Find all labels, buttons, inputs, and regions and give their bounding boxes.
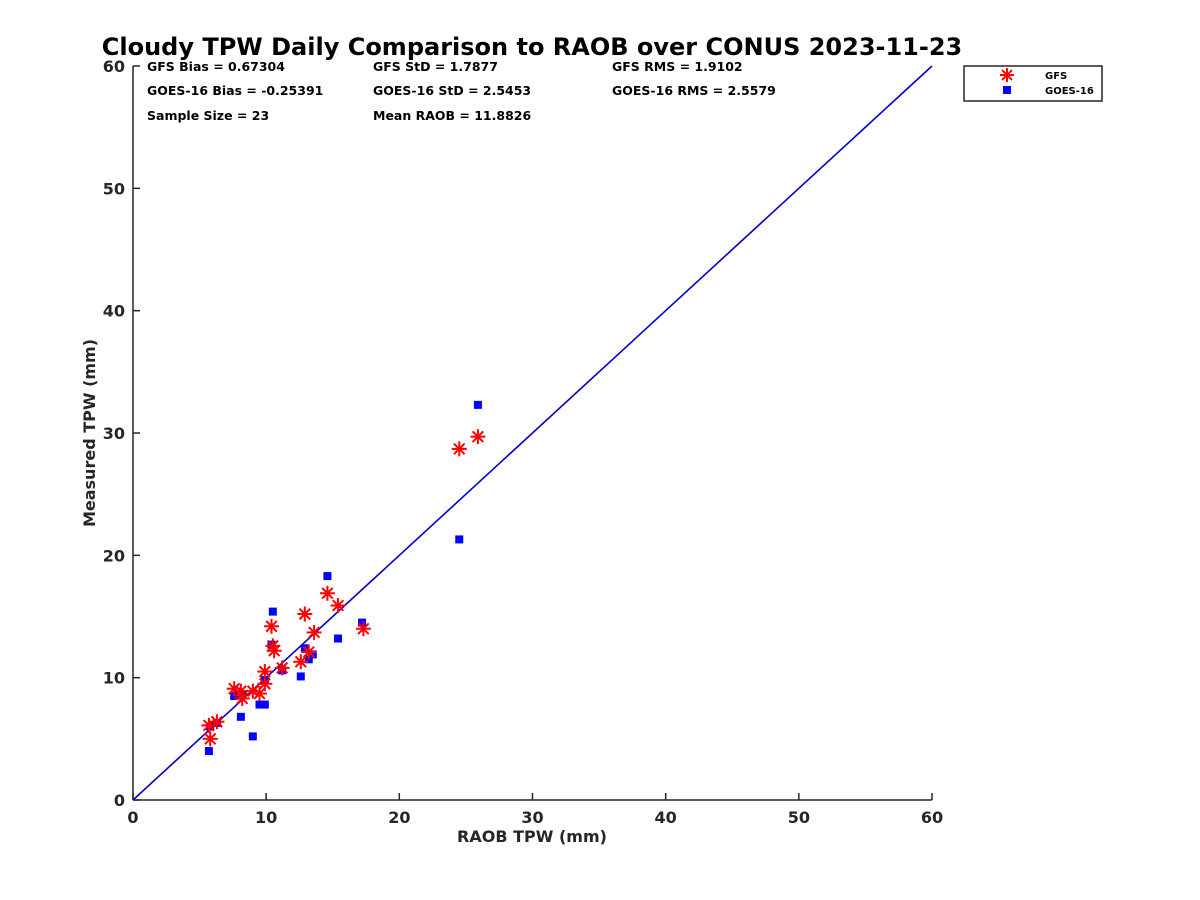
gfs-point <box>451 441 467 457</box>
goes-16-point <box>248 732 257 741</box>
y-tick-label: 60 <box>103 57 125 76</box>
goes-16-point <box>473 400 482 409</box>
y-axis-ticks: 0 10 20 30 40 50 60 <box>103 57 140 810</box>
x-tick-label: 30 <box>521 808 543 827</box>
y-tick-label: 50 <box>103 179 125 198</box>
goes-16-point <box>358 618 367 627</box>
gfs-point <box>470 429 486 445</box>
legend: GFS GOES-16 <box>963 65 1103 102</box>
goes-16-point <box>296 672 305 681</box>
gfs-point <box>306 624 322 640</box>
gfs-point <box>263 618 279 634</box>
legend-gfs-label: GFS <box>1045 71 1067 82</box>
goes-16-point <box>455 535 464 544</box>
gfs-point <box>234 690 250 706</box>
y-tick-label: 40 <box>103 302 125 321</box>
gfs-point <box>293 654 309 670</box>
legend-goes-label: GOES-16 <box>1045 86 1094 97</box>
stat-gfs-std: GFS StD = 1.7877 <box>373 59 498 74</box>
gfs-point <box>301 644 317 660</box>
goes-16-point <box>204 747 213 756</box>
x-axis-label: RAOB TPW (mm) <box>457 827 607 846</box>
gfs-point <box>266 643 282 659</box>
plot-series <box>201 400 486 756</box>
gfs-point <box>257 664 273 680</box>
gfs-point <box>330 597 346 613</box>
chart-title: Cloudy TPW Daily Comparison to RAOB over… <box>102 33 962 61</box>
y-tick-label: 0 <box>114 791 125 810</box>
legend-gfs-asterisk <box>1000 68 1014 82</box>
x-tick-label: 10 <box>255 808 277 827</box>
stat-mean-raob: Mean RAOB = 11.8826 <box>373 108 531 123</box>
x-tick-label: 0 <box>127 808 138 827</box>
stat-goes-std: GOES-16 StD = 2.5453 <box>373 83 531 98</box>
stat-gfs-bias: GFS Bias = 0.67304 <box>147 59 285 74</box>
x-tick-label: 60 <box>921 808 943 827</box>
stats-block: GFS Bias = 0.67304 GFS StD = 1.7877 GFS … <box>147 59 776 123</box>
y-tick-label: 20 <box>103 546 125 565</box>
gfs-point <box>297 606 313 622</box>
gfs-point <box>209 714 225 730</box>
legend-goes-marker <box>1003 86 1011 94</box>
stat-gfs-rms: GFS RMS = 1.9102 <box>612 59 743 74</box>
stat-sample-size: Sample Size = 23 <box>147 108 269 123</box>
legend-gfs-marker <box>1000 68 1014 82</box>
goes-16-point <box>255 700 264 709</box>
gfs-point <box>319 585 335 601</box>
x-tick-label: 20 <box>388 808 410 827</box>
stat-goes-bias: GOES-16 Bias = -0.25391 <box>147 83 323 98</box>
goes-16-point <box>323 572 332 581</box>
series-gfs <box>201 429 486 747</box>
y-axis-label: Measured TPW (mm) <box>80 339 99 527</box>
goes-16-point <box>236 712 245 721</box>
x-tick-label: 40 <box>655 808 677 827</box>
goes-16-point <box>334 634 343 643</box>
goes-16-point <box>268 607 277 616</box>
legend-box <box>963 65 1103 102</box>
stat-goes-rms: GOES-16 RMS = 2.5579 <box>612 83 776 98</box>
y-tick-label: 10 <box>103 669 125 688</box>
goes-16-point <box>260 700 269 709</box>
gfs-point <box>202 731 218 747</box>
x-axis-ticks: 0 10 20 30 40 50 60 <box>127 793 943 827</box>
gfs-point <box>355 621 371 637</box>
goes-16-point <box>308 650 317 659</box>
gfs-point <box>274 660 290 676</box>
x-tick-label: 50 <box>788 808 810 827</box>
gfs-point <box>257 676 273 692</box>
y-tick-label: 30 <box>103 424 125 443</box>
